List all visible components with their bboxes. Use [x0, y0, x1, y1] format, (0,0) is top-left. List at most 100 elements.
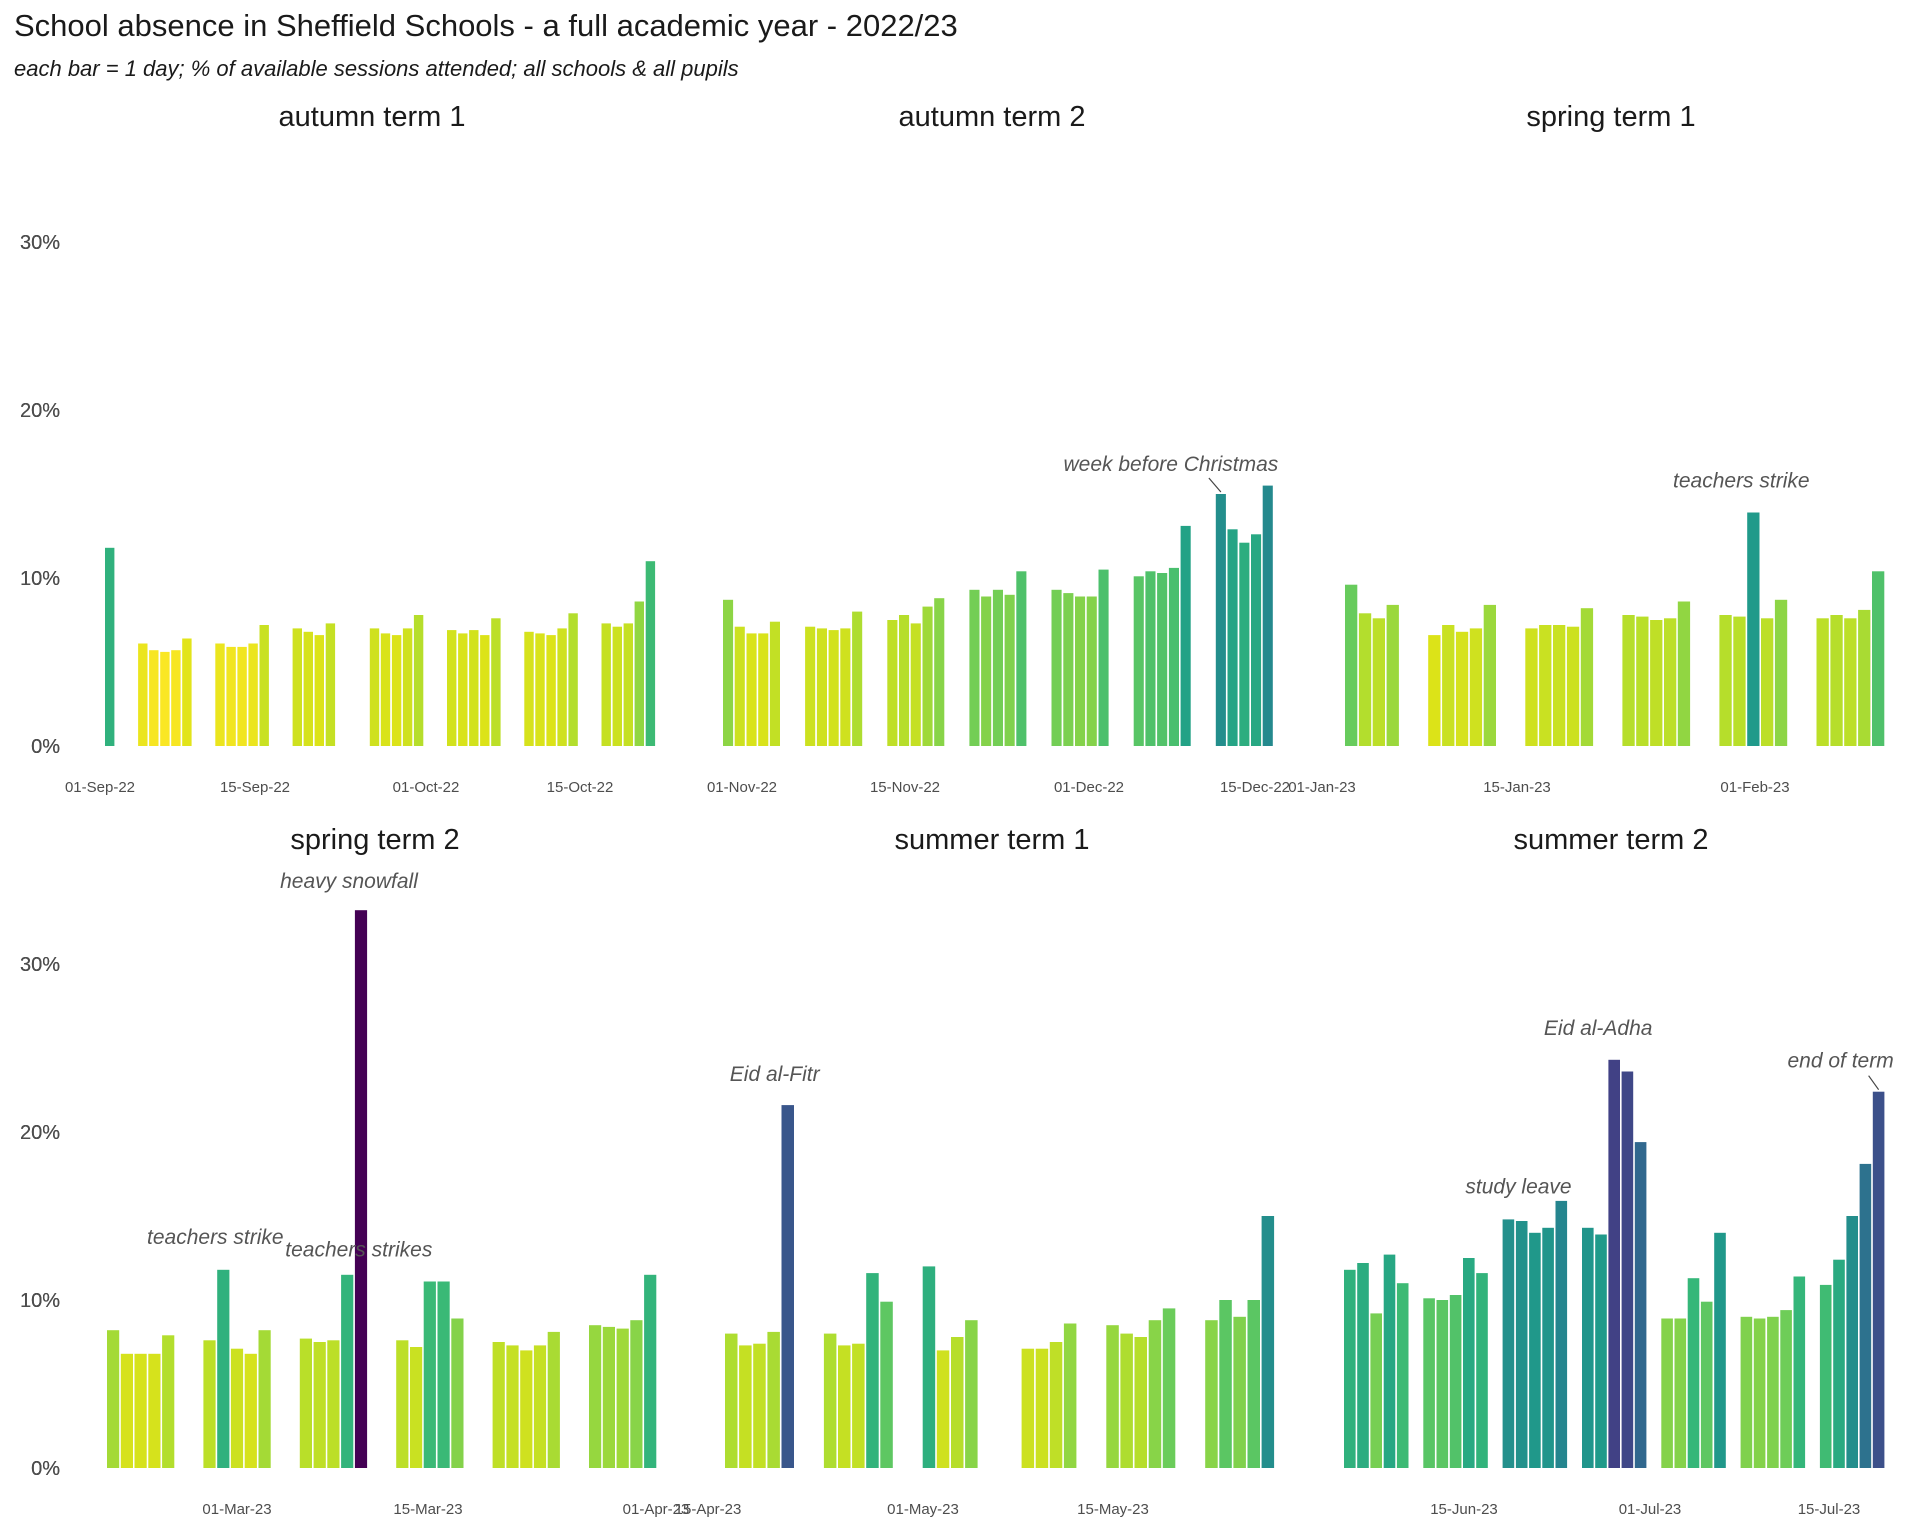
- absence-bar: [922, 1266, 936, 1468]
- x-tick-label: 15-Dec-22: [1220, 779, 1290, 796]
- absence-bar: [524, 631, 534, 746]
- absence-bar: [1661, 1318, 1673, 1468]
- absence-bar: [413, 615, 424, 746]
- absence-bar: [546, 635, 556, 746]
- absence-bar: [981, 596, 992, 746]
- panel-title: autumn term 2: [899, 101, 1086, 133]
- annotation-label: Eid al-Fitr: [730, 1063, 821, 1086]
- absence-bar: [391, 635, 402, 746]
- panel-title: spring term 1: [1526, 101, 1695, 133]
- absence-bar: [634, 601, 644, 746]
- absence-bar: [1233, 1316, 1246, 1468]
- absence-bar: [1872, 571, 1885, 746]
- x-tick-label: 01-Mar-23: [202, 1501, 271, 1518]
- absence-bar: [1677, 601, 1691, 746]
- absence-bar: [1205, 1320, 1218, 1468]
- absence-bar: [230, 1348, 244, 1468]
- absence-bar: [1859, 1163, 1872, 1468]
- absence-bar: [410, 1347, 423, 1468]
- absence-bar: [491, 618, 501, 746]
- absence-bar: [1075, 596, 1086, 746]
- y-tick-label: 0%: [31, 1458, 60, 1480]
- absence-bar: [447, 630, 457, 746]
- absence-bar: [1145, 571, 1156, 746]
- absence-bar: [480, 635, 490, 746]
- absence-bar: [951, 1337, 964, 1468]
- absence-bar: [1634, 1142, 1647, 1468]
- y-tick-label: 30%: [20, 954, 60, 976]
- absence-bar: [226, 646, 236, 746]
- absence-bar: [134, 1353, 147, 1468]
- absence-bar: [217, 1269, 230, 1468]
- annotation-label: study leave: [1465, 1175, 1571, 1198]
- absence-bar: [805, 626, 816, 746]
- absence-bar: [1063, 1323, 1077, 1468]
- absence-bar: [823, 1333, 837, 1468]
- annotation-label: end of term: [1787, 1050, 1893, 1073]
- absence-bar: [601, 623, 611, 746]
- panel-title: summer term 2: [1514, 824, 1709, 856]
- annotation-leader-line: [1208, 477, 1222, 493]
- x-tick-label: 15-Mar-23: [393, 1501, 462, 1518]
- absence-bar: [1622, 615, 1635, 746]
- absence-bar: [259, 625, 269, 746]
- absence-bar: [1753, 1318, 1766, 1468]
- y-tick-label: 10%: [20, 568, 60, 590]
- absence-bar: [1608, 1059, 1620, 1468]
- absence-bar: [1358, 613, 1372, 746]
- y-tick-label: 30%: [20, 232, 60, 254]
- absence-bar: [612, 626, 622, 746]
- x-tick-label: 15-May-23: [1077, 1501, 1149, 1518]
- absence-bar: [1780, 1310, 1792, 1468]
- absence-bar: [1049, 1342, 1063, 1468]
- x-tick-label: 01-Oct-22: [393, 779, 460, 796]
- x-tick-label: 01-Feb-23: [1720, 779, 1789, 796]
- x-tick-label: 15-Apr-23: [675, 1501, 742, 1518]
- absence-bar: [880, 1301, 893, 1468]
- absence-bar: [1162, 1308, 1176, 1468]
- absence-bar: [520, 1350, 533, 1468]
- absence-bar: [1621, 1071, 1634, 1468]
- absence-bar: [816, 628, 827, 746]
- absence-bar: [1016, 571, 1027, 746]
- absence-bar: [1120, 1333, 1133, 1468]
- y-tick-label: 30%: [20, 954, 60, 976]
- absence-bar: [369, 628, 380, 746]
- absence-bar: [753, 1343, 766, 1468]
- absence-bar: [1063, 593, 1074, 746]
- y-tick-label: 20%: [20, 400, 60, 422]
- absence-bar: [1872, 1091, 1885, 1468]
- panel-title: autumn term 1: [279, 101, 466, 133]
- absence-bar: [1442, 625, 1455, 746]
- x-tick-label: 15-Sep-22: [220, 779, 290, 796]
- absence-bar: [396, 1340, 409, 1468]
- absence-bar: [402, 628, 413, 746]
- absence-bar: [1525, 628, 1538, 746]
- absence-bar: [1740, 1316, 1753, 1468]
- absence-bar: [965, 1320, 978, 1468]
- annotation-label: teachers strike: [147, 1226, 284, 1249]
- absence-bar: [469, 630, 479, 746]
- absence-bar: [1502, 1219, 1515, 1468]
- absence-bar: [120, 1353, 133, 1468]
- x-tick-label: 15-Jan-23: [1483, 779, 1551, 796]
- absence-bar: [739, 1345, 752, 1468]
- absence-bar: [969, 589, 980, 746]
- absence-bar: [623, 623, 633, 746]
- absence-bar: [840, 628, 851, 746]
- absence-bar: [1344, 1269, 1356, 1468]
- absence-bar: [1463, 1258, 1475, 1468]
- absence-bar: [1582, 1227, 1594, 1468]
- absence-bar: [936, 1350, 950, 1468]
- absence-bar: [616, 1328, 629, 1468]
- absence-bar: [1542, 1227, 1554, 1468]
- absence-bar: [1650, 620, 1663, 746]
- absence-bar: [734, 626, 745, 746]
- absence-bar: [1345, 584, 1358, 746]
- absence-bar: [506, 1345, 519, 1468]
- chart-title: School absence in Sheffield Schools - a …: [14, 8, 958, 43]
- y-tick-label: 10%: [20, 568, 60, 590]
- absence-bar: [341, 1274, 354, 1468]
- y-tick-label: 10%: [20, 568, 60, 590]
- absence-bar: [1469, 628, 1483, 746]
